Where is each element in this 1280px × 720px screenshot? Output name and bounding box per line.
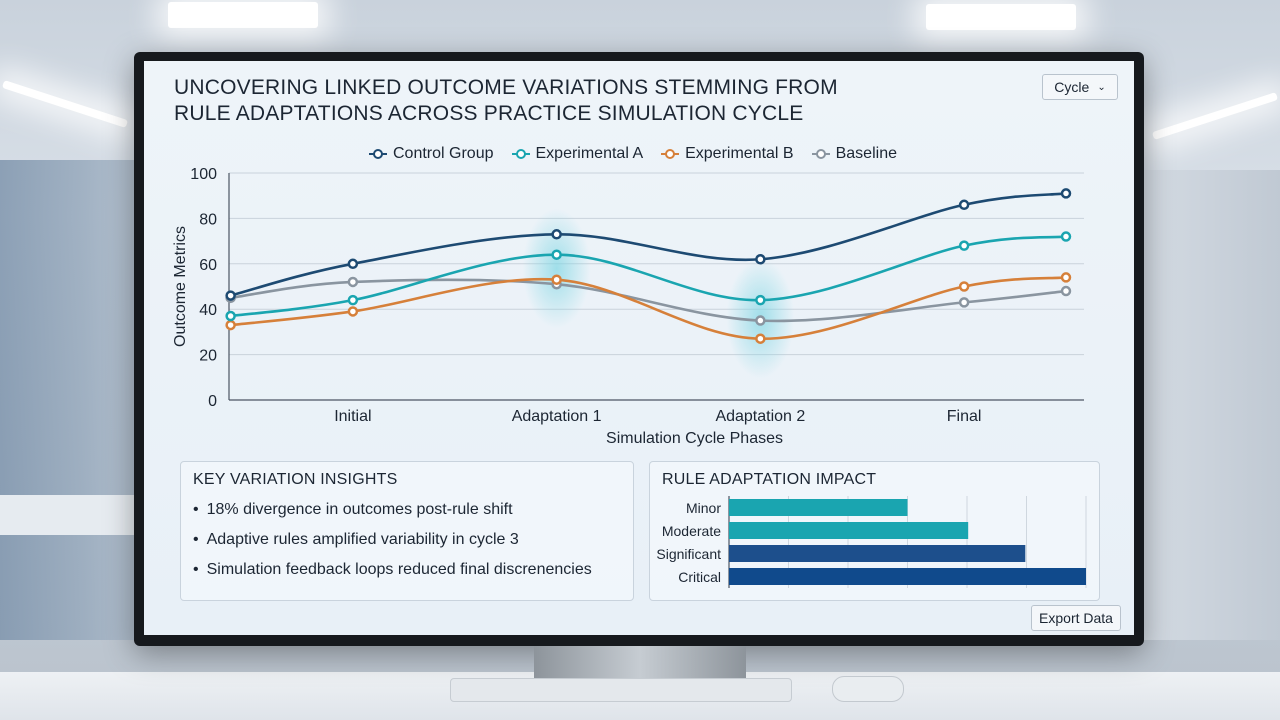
keyboard [450,678,792,702]
data-point [755,294,766,306]
data-point [755,315,766,326]
legend-item: Experimental A [511,145,644,163]
data-point [958,199,970,211]
impact-bar [729,545,1026,562]
bar-category-label: Critical [678,569,721,585]
data-point [347,258,359,270]
impact-bar-chart: Minor Moderate Significant Critical [656,496,1087,588]
rule-impact-panel: RULE ADAPTATION IMPACT Minor Moderate Sign… [649,461,1100,601]
data-point [347,306,359,317]
legend-label: Experimental B [685,145,794,162]
legend-item: Baseline [811,145,897,163]
ceiling-light-left [168,2,318,28]
impact-title: RULE ADAPTATION IMPACT [662,471,877,488]
x-axis-label: Simulation Cycle Phases [606,430,783,447]
data-point [958,240,970,251]
data-point [1060,231,1072,242]
impact-bar [729,568,1086,585]
highlight-glow [522,208,591,329]
insight-item: Adaptive rules amplified variability in … [193,530,592,560]
legend-item: Control Group [369,145,494,163]
legend-label: Control Group [393,145,494,162]
legend-marker [369,148,387,160]
legend-label: Experimental A [535,145,644,162]
data-point [551,274,562,285]
bar-category-label: Significant [656,546,721,562]
export-data-button[interactable]: Export Data [1031,605,1121,631]
y-axis-label: Outcome Metrics [172,226,189,347]
background-wall-right [1140,170,1280,640]
background-wall-left [0,160,140,640]
x-tick-label: Final [947,408,982,425]
data-point [225,310,236,322]
bar-category-label: Moderate [662,523,721,539]
chart-legend: Control Group Experimental A Experimental … [369,145,897,163]
data-point [1060,188,1072,199]
page-title-line-1: UNCOVERING LINKED OUTCOME VARIATIONS STE… [174,76,838,99]
data-point [551,249,562,260]
bar-category-label: Minor [686,500,721,516]
data-point [347,276,359,288]
legend-marker [511,148,530,160]
y-tick-label: 80 [199,211,217,228]
page-title-line-2: RULE ADAPTATIONS ACROSS PRACTICE SIMULAT… [174,102,804,125]
legend-marker [811,148,830,160]
ceiling-light-side-right [1151,92,1279,140]
legend-label: Baseline [835,145,897,162]
y-tick-label: 60 [199,257,217,274]
x-tick-label: Initial [334,408,371,425]
mouse [832,676,904,702]
chevron-down-icon: ⌄ [1097,81,1106,93]
data-point [958,281,970,292]
ceiling-light-side-left [1,80,129,128]
insights-title: KEY VARIATION INSIGHTS [193,471,398,488]
y-tick-label: 20 [199,348,217,365]
x-tick-label: Adaptation 1 [512,408,602,425]
y-tick-label: 0 [208,393,217,410]
data-point [347,294,359,306]
impact-bar [729,499,908,516]
cycle-dropdown-value: Cycle [1054,79,1090,95]
cycle-dropdown[interactable]: Cycle ⌄ [1042,74,1118,100]
y-tick-label: 40 [199,302,217,319]
dashboard-screen: UNCOVERING LINKED OUTCOME VARIATIONS STE… [144,61,1134,635]
data-point [958,297,970,308]
data-point [755,254,766,265]
data-point [225,290,236,301]
background-desk [0,495,140,535]
insight-item: Simulation feedback loops reduced final … [193,560,592,590]
data-point [225,319,236,331]
page-title: UNCOVERING LINKED OUTCOME VARIATIONS STE… [174,75,934,127]
x-tick-label: Adaptation 2 [715,408,805,425]
insight-item: 18% divergence in outcomes post-rule shi… [193,500,592,530]
line-chart: 0 20 40 60 80 100 Initial Adaptation 1 Adaptatio… [172,166,1084,447]
data-point [1060,285,1072,297]
y-tick-label: 100 [190,166,217,183]
ceiling-light-right [926,4,1076,30]
data-point [551,229,562,240]
data-point [755,333,766,344]
legend-marker [661,148,680,160]
legend-item: Experimental B [661,145,794,163]
key-insights-panel: KEY VARIATION INSIGHTS 18% divergence in… [180,461,634,601]
insights-list: 18% divergence in outcomes post-rule shi… [193,500,592,590]
impact-bar [729,522,969,539]
data-point [1060,272,1072,283]
